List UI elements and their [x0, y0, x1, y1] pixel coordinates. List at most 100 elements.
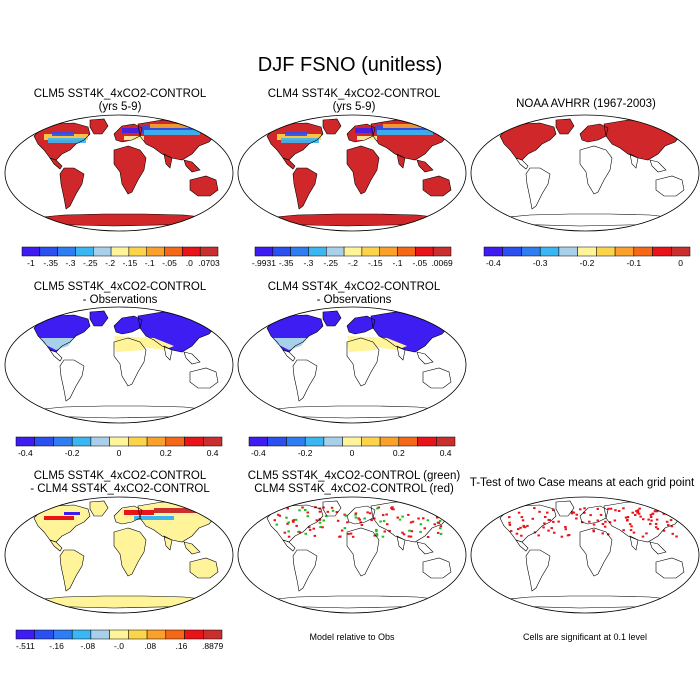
signif-cell: [433, 523, 436, 526]
colorbar-panel-5: -0.4 -0.2 0 0.2 0.4: [248, 436, 456, 458]
snow-band-4: [375, 126, 435, 133]
panel-4-title-line2: - Observations: [82, 294, 158, 306]
signif-cell: [392, 508, 395, 511]
coastline-australia: [189, 175, 219, 197]
colorbar-swatch: [15, 629, 35, 640]
colorbar-swatch: [15, 436, 35, 447]
colorbar-swatch: [432, 246, 452, 257]
signif-cell: [401, 531, 404, 534]
signif-cell: [324, 515, 328, 518]
signif-cell: [313, 534, 317, 537]
panel-1-title: CLM5 SST4K_4xCO2-CONTROL (yrs 5-9): [0, 88, 240, 114]
map-panel-1: [4, 114, 234, 232]
colorbar-swatch: [267, 436, 287, 447]
colorbar-tick-label: -.511: [16, 641, 35, 651]
signif-cell: [409, 521, 413, 524]
colorbar-panel-3: -0.4 -0.3 -0.2 -0.1 0: [483, 246, 691, 268]
signif-cell: [544, 516, 547, 518]
map-border: [470, 496, 700, 614]
panel-5-title-line2: - Observations: [316, 294, 392, 306]
signif-cell: [599, 513, 603, 516]
colorbar-tick-label: -0.2: [298, 448, 313, 458]
colorbar-swatch: [290, 246, 309, 257]
signif-cell: [508, 523, 512, 526]
colorbar-tick-label: -0.1: [626, 258, 641, 268]
colorbar-tick-label: -.05: [162, 258, 177, 268]
signif-cell: [321, 526, 324, 529]
signif-cell: [375, 534, 379, 537]
map-background: [238, 497, 466, 613]
panel-4-title-line1: CLM5 SST4K_4xCO2-CONTROL: [33, 281, 207, 293]
coastline-centralAmerica: [49, 349, 63, 362]
caption-panel-8: Cells are significant at 0.1 level: [522, 632, 648, 642]
signif-cell: [322, 506, 325, 509]
colorbar-tick-label: 0.4: [207, 448, 219, 458]
signif-cell: [390, 507, 394, 510]
colorbar-swatch: [164, 246, 183, 257]
signif-cell: [626, 516, 630, 518]
signif-cell: [349, 532, 353, 535]
panel-4-title: CLM5 SST4K_4xCO2-CONTROL - Observations: [0, 281, 240, 307]
colorbar-swatch: [326, 246, 345, 257]
signif-cell: [375, 533, 379, 536]
signif-cell: [508, 516, 511, 519]
coastline-greenland: [89, 118, 109, 135]
land-fill-greenland: [556, 119, 574, 134]
colorbar-swatch: [558, 246, 578, 257]
panel-8-title: T-Test of two Case means at each grid po…: [464, 477, 700, 490]
coastline-seAsia: [183, 541, 201, 555]
coastline-centralAmerica: [515, 157, 529, 170]
signif-cell: [676, 508, 679, 511]
signif-cell: [423, 527, 426, 530]
coastline-greenland: [322, 118, 342, 135]
colorbar-tick-label: -.3: [303, 258, 313, 268]
colorbar-swatch: [57, 246, 76, 257]
panel-6-title: CLM5 SST4K_4xCO2-CONTROL - CLM4 SST4K_4x…: [0, 470, 240, 496]
colorbar-swatch: [596, 246, 616, 257]
snow-band-6: [150, 124, 192, 128]
land-fill-africa: [114, 528, 146, 576]
land-fill-centralAmerica: [50, 158, 62, 169]
colorbar-tick-label: -.0: [114, 641, 124, 651]
coastline-australia: [422, 367, 452, 389]
colorbar-swatch: [199, 246, 219, 257]
colorbar-swatch: [128, 629, 148, 640]
panel-7-title: CLM5 SST4K_4xCO2-CONTROL (green) CLM4 SS…: [234, 470, 474, 496]
coastline-seAsia: [416, 159, 434, 173]
colorbar-swatch: [39, 246, 58, 257]
signif-cell: [654, 522, 658, 525]
colorbar-tick-label: .0: [186, 258, 193, 268]
land-fill-centralAmerica: [50, 540, 62, 551]
coastline-northAmerica: [499, 122, 557, 161]
signif-cell: [520, 534, 523, 537]
colorbar-tick-label: -.2: [348, 258, 358, 268]
signif-cell: [335, 511, 339, 514]
signif-cell: [674, 517, 678, 520]
signif-cell: [347, 532, 350, 535]
signif-cell: [649, 522, 652, 525]
signif-cell: [557, 520, 560, 523]
colorbar-tick-label: 0.4: [440, 448, 452, 458]
signif-cell: [521, 519, 525, 522]
signif-cell: [287, 521, 290, 524]
signif-cell: [373, 517, 376, 520]
signif-cell: [629, 529, 633, 532]
colorbar-swatch: [323, 436, 343, 447]
land-fill-australia: [423, 176, 451, 196]
signif-cell: [669, 508, 673, 511]
coastline-australia: [655, 557, 685, 579]
signif-cell: [665, 520, 669, 523]
signif-cell: [287, 535, 291, 538]
signif-cell: [304, 532, 307, 535]
signif-cell: [336, 519, 340, 522]
coastline-seAsia: [183, 351, 201, 365]
signif-cell: [592, 523, 596, 526]
signif-cell: [637, 512, 641, 515]
coastline-africa: [346, 527, 380, 577]
signif-cell: [377, 506, 380, 509]
coastline-seAsia: [649, 541, 667, 555]
signif-cell: [358, 518, 361, 521]
coastline-northAmerica: [266, 314, 324, 353]
colorbar-swatch: [146, 246, 165, 257]
signif-cell: [322, 519, 325, 522]
